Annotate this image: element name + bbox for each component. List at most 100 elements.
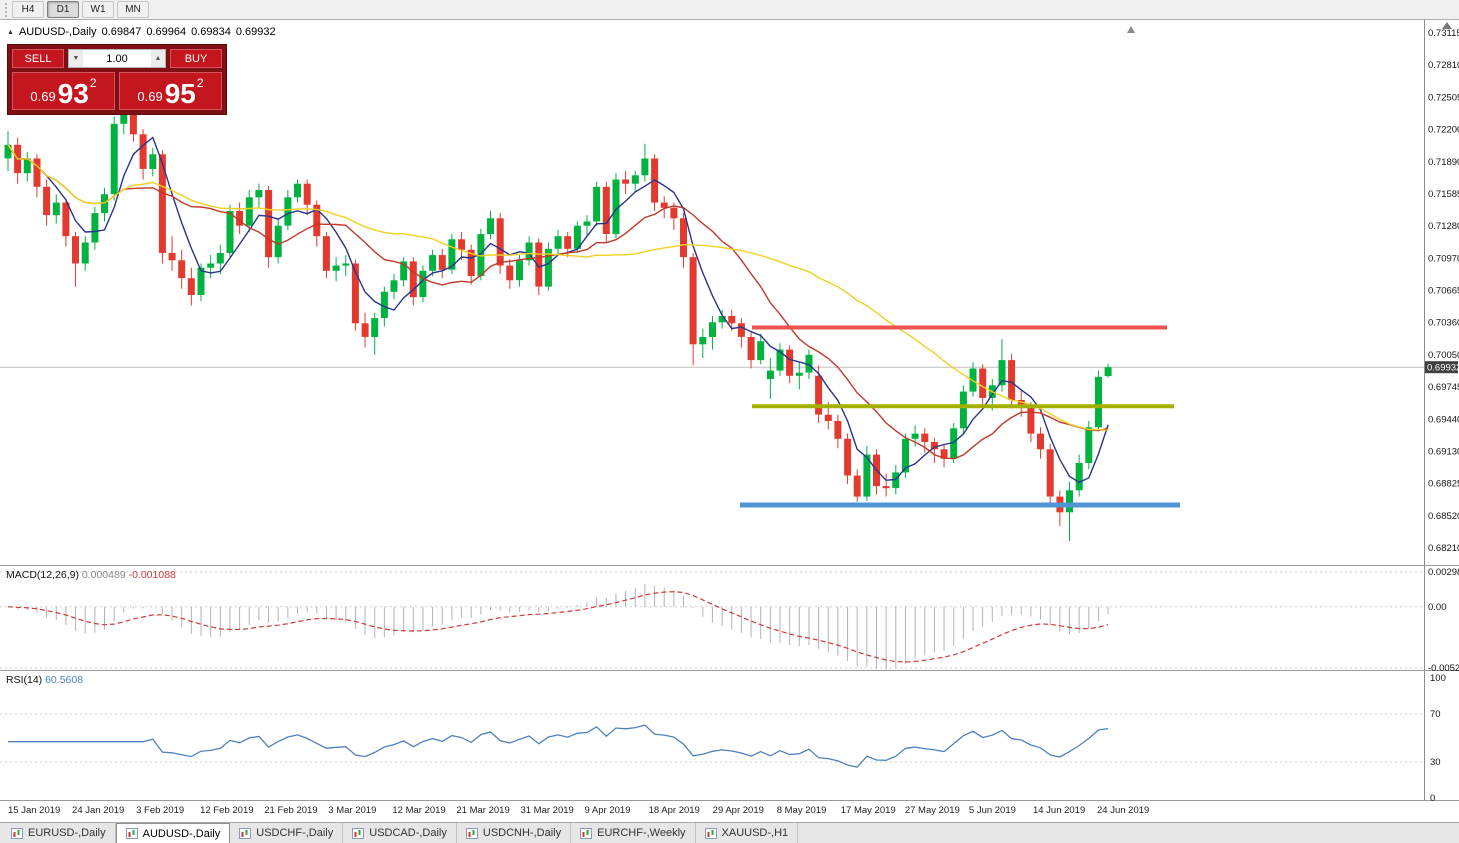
sell-price-big: 93	[57, 78, 89, 110]
buy-button[interactable]: BUY	[170, 49, 222, 68]
toolbar-grip[interactable]	[5, 2, 7, 17]
rsi-indicator-panel: 100 70 30 0 RSI(14) 60.5608	[0, 673, 1446, 804]
scroll-to-end-icon[interactable]	[1442, 22, 1452, 29]
ma-mid-line	[7, 144, 1109, 460]
svg-text:0.72505: 0.72505	[1428, 92, 1459, 103]
svg-text:0.68825: 0.68825	[1428, 479, 1459, 490]
volume-control: ▼ ▲	[68, 49, 166, 68]
main-price-chart	[0, 22, 1452, 541]
rsi-label: RSI(14) 60.5608	[6, 674, 83, 686]
timeframe-button-d1[interactable]: D1	[47, 1, 79, 18]
svg-text:21 Feb 2019: 21 Feb 2019	[264, 805, 317, 816]
ohlc-low-value: 0.69834	[191, 26, 231, 38]
svg-text:-0.00525: -0.00525	[1428, 663, 1459, 674]
chart-icon	[352, 827, 365, 839]
svg-text:0.68520: 0.68520	[1428, 511, 1459, 522]
svg-text:24 Jun 2019: 24 Jun 2019	[1097, 805, 1149, 816]
ohlc-open-value: 0.69847	[101, 26, 142, 38]
chart-canvas[interactable]: 0.73115 0.72810 0.72505 0.72200 0.71890 0.715…	[0, 20, 1459, 822]
volume-increase-icon[interactable]: ▲	[151, 50, 165, 67]
buy-price-prefix: 0.69	[137, 89, 163, 104]
svg-text:0.72810: 0.72810	[1428, 60, 1459, 71]
svg-text:0.69130: 0.69130	[1428, 446, 1459, 457]
svg-text:3 Feb 2019: 3 Feb 2019	[136, 805, 184, 816]
svg-text:14 Jun 2019: 14 Jun 2019	[1033, 805, 1085, 816]
svg-text:9 Apr 2019: 9 Apr 2019	[585, 805, 631, 816]
svg-text:0: 0	[1430, 793, 1435, 804]
svg-text:70: 70	[1430, 709, 1441, 720]
macd-signal-line	[7, 591, 1109, 663]
svg-text:30: 30	[1430, 757, 1441, 768]
timeframe-button-w1[interactable]: W1	[82, 1, 114, 18]
svg-text:0.70665: 0.70665	[1428, 286, 1459, 297]
candlesticks	[4, 99, 1112, 541]
chart-tab-bar: EURUSD-,Daily AUDUSD-,Daily USDCHF-,Daily U…	[0, 822, 1459, 843]
svg-text:17 May 2019: 17 May 2019	[841, 805, 896, 816]
tab-label: USDCHF-,Daily	[256, 827, 334, 839]
tab-label: EURUSD-,Daily	[28, 827, 106, 839]
chart-symbol-label: AUDUSD-,Daily	[18, 26, 97, 38]
svg-text:0.73115: 0.73115	[1428, 28, 1459, 39]
ohlc-high-value: 0.69964	[146, 26, 187, 38]
svg-text:0.71280: 0.71280	[1428, 221, 1459, 232]
chart-shift-marker-icon[interactable]	[1127, 26, 1135, 33]
volume-input[interactable]	[83, 50, 151, 67]
ma-fast-line	[7, 136, 1109, 484]
one-click-collapse-icon[interactable]: ▲	[7, 28, 14, 36]
svg-text:31 Mar 2019: 31 Mar 2019	[520, 805, 573, 816]
chart-tab-audusddaily[interactable]: AUDUSD-,Daily	[115, 823, 231, 843]
chart-icon	[580, 827, 593, 839]
chart-icon	[704, 827, 717, 839]
chart-tab-usdcnhdaily[interactable]: USDCNH-,Daily	[457, 823, 572, 843]
bid-price-badge	[1425, 361, 1458, 374]
svg-text:0.69932: 0.69932	[1427, 363, 1459, 374]
chart-tab-eurchfweekly[interactable]: EURCHF-,Weekly	[571, 823, 696, 843]
svg-text:0.70360: 0.70360	[1428, 318, 1459, 329]
chart-icon	[11, 827, 23, 839]
buy-price-sup: 2	[196, 76, 204, 90]
buy-price-button[interactable]: 0.69 95 2	[119, 72, 222, 110]
sell-button[interactable]: SELL	[12, 49, 64, 68]
svg-text:0.72200: 0.72200	[1428, 125, 1459, 136]
svg-text:0.71585: 0.71585	[1428, 189, 1459, 200]
chart-icon	[239, 827, 252, 839]
chart-tab-usdchfdaily[interactable]: USDCHF-,Daily	[230, 823, 344, 843]
sell-price-sup: 2	[89, 76, 97, 90]
svg-text:0.70050: 0.70050	[1428, 350, 1459, 361]
svg-text:27 May 2019: 27 May 2019	[905, 805, 960, 816]
timeframe-button-h4[interactable]: H4	[12, 1, 44, 18]
volume-decrease-icon[interactable]: ▼	[69, 50, 83, 67]
period-toolbar: H4 D1 W1 MN	[0, 0, 1459, 20]
timeframe-buttons: H4 D1 W1 MN	[12, 1, 149, 18]
tab-label: USDCNH-,Daily	[482, 827, 562, 839]
chart-ohlc-header: ▲ AUDUSD-,Daily 0.69847 0.69964 0.69834 …	[7, 26, 276, 38]
chart-tab-usdcaddaily[interactable]: USDCAD-,Daily	[343, 823, 457, 843]
svg-text:3 Mar 2019: 3 Mar 2019	[328, 805, 376, 816]
svg-text:18 Apr 2019: 18 Apr 2019	[649, 805, 700, 816]
tab-label: USDCAD-,Daily	[369, 827, 447, 839]
tab-label: AUDUSD-,Daily	[142, 827, 221, 840]
svg-text:0.70970: 0.70970	[1428, 253, 1459, 264]
svg-text:12 Feb 2019: 12 Feb 2019	[200, 805, 253, 816]
chart-icon	[125, 828, 138, 839]
svg-text:0.69745: 0.69745	[1428, 382, 1459, 393]
sell-price-button[interactable]: 0.69 93 2	[12, 72, 115, 110]
svg-text:0.71890: 0.71890	[1428, 157, 1459, 168]
chart-window: 0.73115 0.72810 0.72505 0.72200 0.71890 0.715…	[0, 20, 1459, 822]
sell-price-prefix: 0.69	[30, 89, 56, 104]
tab-label: XAUUSD-,H1	[721, 827, 789, 839]
timeframe-button-mn[interactable]: MN	[117, 1, 149, 18]
tab-label: EURCHF-,Weekly	[597, 827, 686, 839]
svg-text:29 Apr 2019: 29 Apr 2019	[713, 805, 764, 816]
date-axis: 15 Jan 2019 24 Jan 2019 3 Feb 2019 12 Feb 2…	[8, 805, 1149, 816]
svg-text:24 Jan 2019: 24 Jan 2019	[72, 805, 124, 816]
chart-icon	[465, 827, 478, 839]
ohlc-close-value: 0.69932	[235, 26, 276, 38]
svg-text:0.00: 0.00	[1428, 602, 1447, 613]
chart-tab-eurusddaily[interactable]: EURUSD-,Daily	[2, 823, 116, 843]
svg-text:21 Mar 2019: 21 Mar 2019	[456, 805, 509, 816]
chart-tab-xauusdh1[interactable]: XAUUSD-,H1	[696, 823, 799, 843]
buy-price-big: 95	[164, 78, 196, 110]
